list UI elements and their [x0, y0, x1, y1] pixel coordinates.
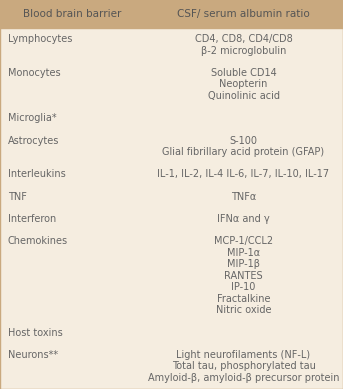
Text: Microglia*: Microglia* — [8, 113, 57, 123]
Text: Soluble CD14: Soluble CD14 — [211, 68, 276, 78]
Bar — [0, 0, 343, 28]
Text: TNFα: TNFα — [231, 192, 256, 202]
Text: Chemokines: Chemokines — [8, 237, 68, 247]
Text: Fractalkine: Fractalkine — [217, 294, 270, 304]
Text: Light neurofilaments (NF-L): Light neurofilaments (NF-L) — [176, 350, 311, 360]
Text: RANTES: RANTES — [224, 271, 263, 281]
Text: Host toxins: Host toxins — [8, 328, 63, 338]
Text: IP-10: IP-10 — [231, 282, 256, 292]
Text: Neurons**: Neurons** — [8, 350, 58, 360]
Text: CSF/ serum albumin ratio: CSF/ serum albumin ratio — [177, 9, 310, 19]
Text: IL-1, IL-2, IL-4 IL-6, IL-7, IL-10, IL-17: IL-1, IL-2, IL-4 IL-6, IL-7, IL-10, IL-1… — [157, 170, 330, 179]
Text: MIP-1β: MIP-1β — [227, 259, 260, 270]
Text: CD4, CD8, CD4/CD8: CD4, CD8, CD4/CD8 — [195, 34, 292, 44]
Text: Quinolinic acid: Quinolinic acid — [208, 91, 280, 101]
Text: MIP-1α: MIP-1α — [227, 248, 260, 258]
Text: Total tau, phosphorylated tau: Total tau, phosphorylated tau — [172, 361, 316, 371]
Text: Amyloid-β, amyloid-β precursor protein: Amyloid-β, amyloid-β precursor protein — [148, 373, 339, 383]
Text: Monocytes: Monocytes — [8, 68, 61, 78]
Text: Astrocytes: Astrocytes — [8, 136, 59, 145]
Text: MCP-1/CCL2: MCP-1/CCL2 — [214, 237, 273, 247]
Text: Lymphocytes: Lymphocytes — [8, 34, 72, 44]
Text: Blood brain barrier: Blood brain barrier — [23, 9, 121, 19]
Text: Neopterin: Neopterin — [219, 79, 268, 89]
Text: Interferon: Interferon — [8, 214, 56, 224]
Text: Interleukins: Interleukins — [8, 170, 66, 179]
Text: Nitric oxide: Nitric oxide — [216, 305, 271, 315]
Text: S-100: S-100 — [229, 136, 258, 145]
Text: IFNα and γ: IFNα and γ — [217, 214, 270, 224]
Text: β-2 microglobulin: β-2 microglobulin — [201, 46, 286, 56]
Text: TNF: TNF — [8, 192, 27, 202]
Text: Glial fibrillary acid protein (GFAP): Glial fibrillary acid protein (GFAP) — [163, 147, 324, 157]
